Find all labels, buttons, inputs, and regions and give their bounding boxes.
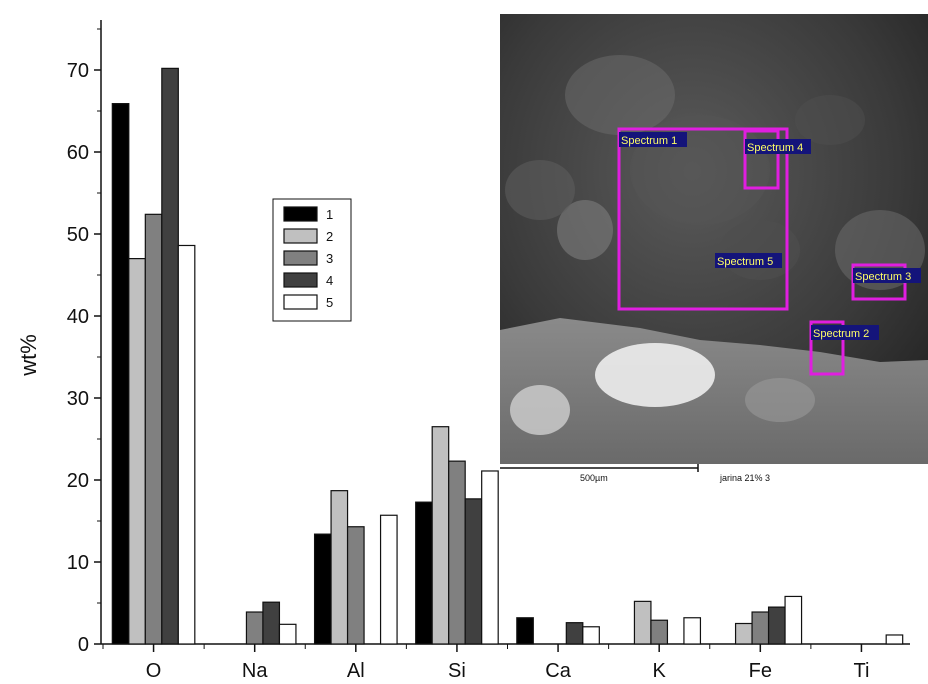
bar-series-4-Si bbox=[464, 498, 483, 645]
sem-bright-region bbox=[595, 343, 715, 407]
bar-series-3-Fe bbox=[751, 611, 770, 645]
y-tick-label: 10 bbox=[67, 552, 89, 574]
legend-swatch-1 bbox=[283, 206, 318, 222]
spectrum-2-label: Spectrum 2 bbox=[811, 325, 879, 340]
x-tick-label: Ti bbox=[853, 660, 869, 682]
bar-series-4-Fe bbox=[767, 606, 786, 645]
legend: 1 2 3 4 5 bbox=[272, 198, 352, 322]
bar-series-5-Ti bbox=[885, 634, 904, 645]
legend-label-1: 1 bbox=[326, 207, 333, 222]
x-ticks: O Na Al Si Ca K Fe Ti bbox=[102, 644, 869, 682]
bar-series-3-Na bbox=[245, 611, 264, 645]
y-tick-label: 50 bbox=[67, 224, 89, 246]
bar-series-5-O bbox=[177, 244, 196, 645]
spectrum-2-box bbox=[809, 320, 845, 376]
y-tick-label: 20 bbox=[67, 470, 89, 492]
bar-series-5-K bbox=[683, 617, 702, 645]
svg-text:Spectrum 2: Spectrum 2 bbox=[813, 328, 869, 340]
scale-bar-label: 500µm bbox=[580, 473, 608, 483]
bar-series-2-Al bbox=[330, 490, 349, 645]
svg-text:Spectrum 1: Spectrum 1 bbox=[621, 135, 677, 147]
spectrum-1-box bbox=[617, 127, 789, 311]
x-tick-label: Fe bbox=[749, 660, 772, 682]
x-tick-label: Na bbox=[242, 660, 268, 682]
bars bbox=[111, 67, 904, 645]
y-ticks: 0 10 20 30 40 50 60 70 bbox=[67, 28, 101, 656]
bar-series-2-O bbox=[128, 258, 146, 645]
spectrum-4-box bbox=[743, 129, 780, 190]
legend-label-2: 2 bbox=[326, 229, 333, 244]
y-tick-label: 70 bbox=[67, 60, 89, 82]
bar-series-5-Al bbox=[379, 514, 398, 645]
legend-swatch-4 bbox=[283, 272, 318, 288]
bar-series-1-Si bbox=[415, 501, 433, 645]
sem-inset: Spectrum 1 Spectrum 4 Spectrum 5 Spectru… bbox=[500, 14, 928, 486]
bar-series-2-K bbox=[633, 600, 652, 645]
sem-caption: jarina 21% 3 bbox=[719, 473, 770, 483]
sem-ground bbox=[500, 318, 928, 464]
bar-series-2-Si bbox=[431, 426, 450, 645]
bar-series-3-Al bbox=[346, 526, 365, 645]
sem-info-strip bbox=[500, 464, 928, 486]
bar-series-5-Si bbox=[481, 470, 499, 645]
bar-series-3-O bbox=[144, 213, 163, 645]
bar-series-3-K bbox=[650, 619, 669, 645]
bar-series-4-O bbox=[161, 67, 179, 645]
bar-series-5-Fe bbox=[784, 595, 803, 645]
y-tick-label: 0 bbox=[78, 634, 89, 656]
bar-series-1-Ca bbox=[516, 617, 534, 645]
spectrum-3-label: Spectrum 3 bbox=[853, 268, 921, 283]
legend-label-3: 3 bbox=[326, 251, 333, 266]
legend-label-5: 5 bbox=[326, 295, 333, 310]
bar-series-1-O bbox=[111, 103, 130, 645]
legend-swatch-5 bbox=[283, 294, 318, 310]
x-tick-label: Si bbox=[448, 660, 466, 682]
legend-swatch-3 bbox=[283, 250, 318, 266]
legend-label-4: 4 bbox=[326, 273, 333, 288]
svg-text:Spectrum 5: Spectrum 5 bbox=[717, 256, 773, 268]
spectrum-1-label: Spectrum 1 bbox=[619, 132, 687, 147]
y-tick-label: 60 bbox=[67, 142, 89, 164]
spectrum-5-label: Spectrum 5 bbox=[715, 253, 782, 268]
svg-text:Spectrum 4: Spectrum 4 bbox=[747, 142, 803, 154]
sem-texture bbox=[505, 55, 925, 290]
bar-series-5-Ca bbox=[582, 626, 600, 645]
bar-series-4-Ca bbox=[565, 622, 584, 645]
svg-text:Spectrum 3: Spectrum 3 bbox=[855, 271, 911, 283]
bar-series-4-Na bbox=[262, 601, 281, 645]
y-axis-title: wt% bbox=[16, 334, 41, 377]
bar-series-5-Na bbox=[278, 623, 297, 645]
legend-swatch-2 bbox=[283, 228, 318, 244]
y-tick-label: 30 bbox=[67, 388, 89, 410]
x-tick-label: Ca bbox=[545, 660, 571, 682]
y-tick-label: 40 bbox=[67, 306, 89, 328]
bar-series-1-Al bbox=[313, 533, 332, 645]
x-tick-label: Al bbox=[347, 660, 365, 682]
spectrum-4-label: Spectrum 4 bbox=[745, 139, 811, 154]
bar-series-3-Si bbox=[448, 460, 466, 645]
x-tick-label: K bbox=[653, 660, 667, 682]
bar-series-2-Fe bbox=[734, 622, 753, 645]
x-tick-label: O bbox=[146, 660, 162, 682]
